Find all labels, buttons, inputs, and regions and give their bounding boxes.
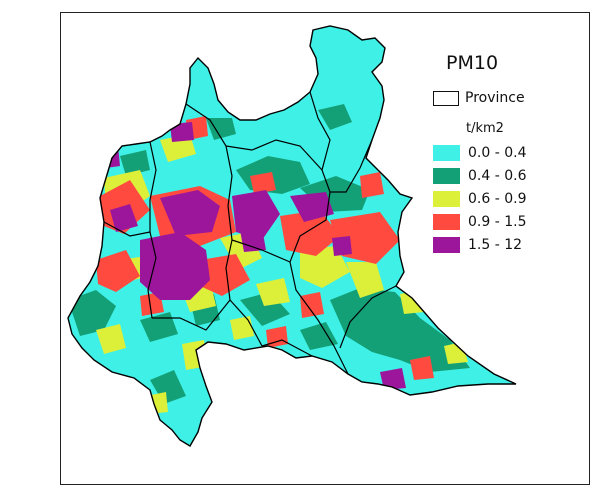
legend-class-1: 0.0 - 0.4 <box>433 144 526 161</box>
legend-title: PM10 <box>446 52 499 74</box>
province-boundaries <box>103 91 397 375</box>
legend-classes: 0.0 - 0.4 0.4 - 0.6 0.6 - 0.9 0.9 - 1.5 … <box>433 144 526 259</box>
class-label: 0.9 - 1.5 <box>468 213 527 230</box>
legend-province-entry: Province <box>433 89 525 107</box>
class-label: 0.6 - 0.9 <box>468 190 527 207</box>
class-swatch <box>433 167 460 184</box>
class-swatch <box>433 213 460 230</box>
legend-class-5: 1.5 - 12 <box>433 236 526 253</box>
class-label: 0.4 - 0.6 <box>468 167 527 184</box>
class-label: 0.0 - 0.4 <box>468 144 527 161</box>
class-swatch <box>433 190 460 207</box>
legend-class-2: 0.4 - 0.6 <box>433 167 526 184</box>
legend-class-4: 0.9 - 1.5 <box>433 213 526 230</box>
class-swatch <box>433 144 460 161</box>
legend-class-3: 0.6 - 0.9 <box>433 190 526 207</box>
legend-province-label: Province <box>465 90 525 106</box>
legend-unit: t/km2 <box>466 121 504 136</box>
class-label: 1.5 - 12 <box>468 236 523 253</box>
province-outline-swatch <box>433 90 459 106</box>
class-swatch <box>433 236 460 253</box>
